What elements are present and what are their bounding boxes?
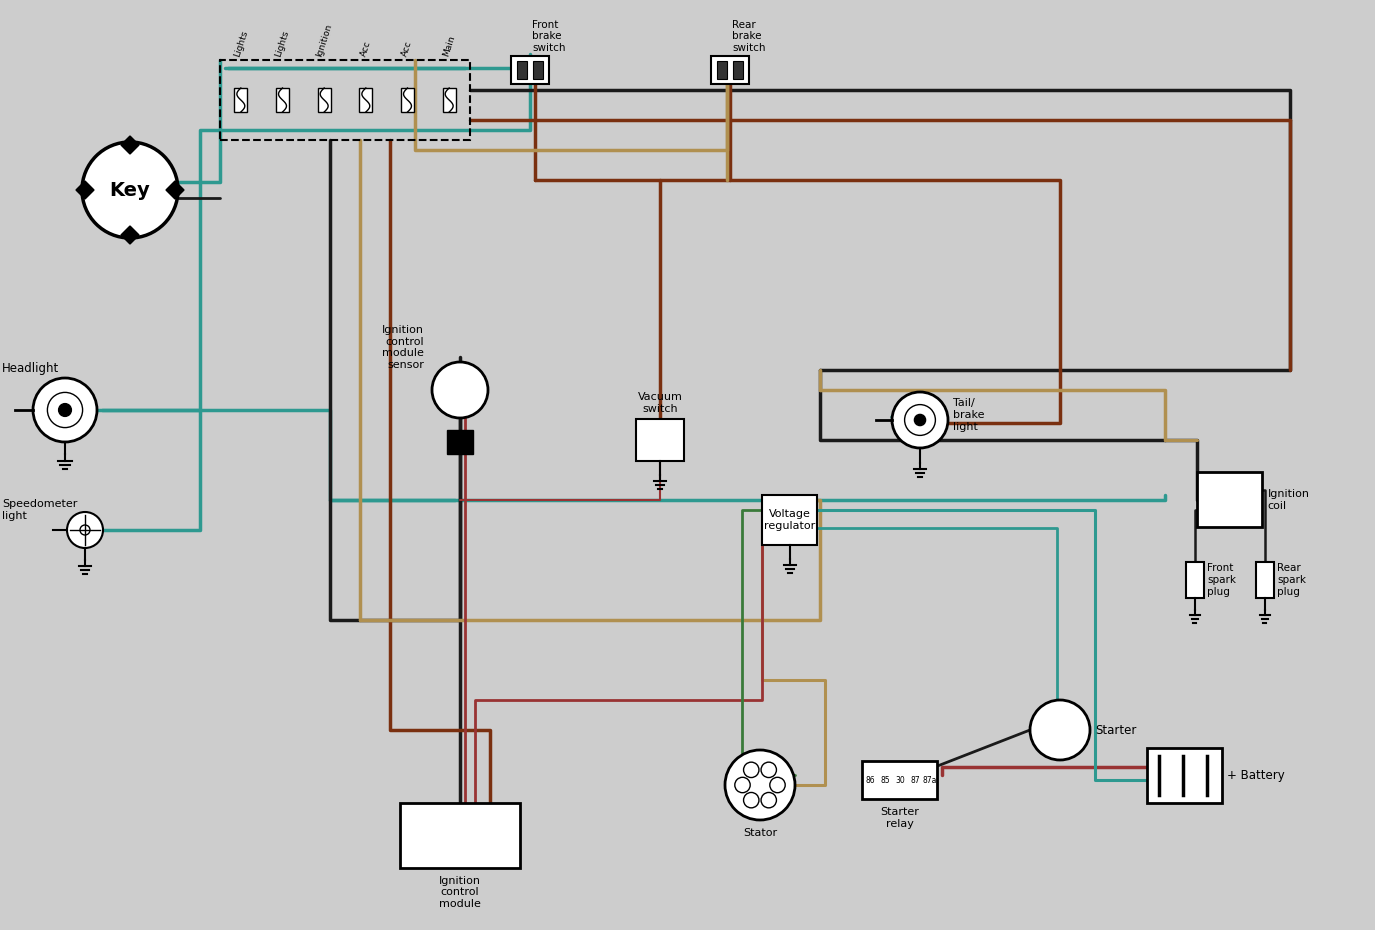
Bar: [318, 88, 330, 112]
Bar: [276, 88, 289, 112]
Bar: [1198, 472, 1262, 527]
Bar: [512, 56, 549, 84]
Bar: [234, 88, 248, 112]
Text: Main: Main: [441, 34, 456, 58]
Polygon shape: [166, 181, 184, 199]
Text: + Battery: + Battery: [1228, 768, 1286, 781]
Bar: [447, 430, 473, 454]
Text: Lights: Lights: [274, 29, 292, 58]
Text: 87a: 87a: [923, 776, 938, 785]
Circle shape: [725, 750, 795, 820]
Text: Key: Key: [110, 180, 150, 200]
Bar: [402, 88, 414, 112]
Bar: [711, 56, 749, 84]
Text: Front
brake
switch: Front brake switch: [532, 20, 565, 53]
Bar: [359, 88, 373, 112]
Text: Starter
relay: Starter relay: [880, 807, 920, 829]
Circle shape: [892, 392, 947, 448]
Circle shape: [432, 362, 488, 418]
Polygon shape: [76, 181, 94, 199]
Text: Acc: Acc: [400, 40, 414, 58]
Text: Ignition
coil: Ignition coil: [1268, 489, 1309, 511]
Bar: [862, 761, 938, 799]
Text: Ignition
control
module: Ignition control module: [439, 875, 481, 909]
Circle shape: [59, 404, 72, 417]
Bar: [443, 88, 455, 112]
Text: Ignition: Ignition: [315, 22, 334, 58]
Bar: [1187, 562, 1204, 598]
Circle shape: [914, 415, 925, 426]
Circle shape: [67, 512, 103, 548]
Bar: [716, 61, 727, 79]
Bar: [220, 60, 470, 140]
Circle shape: [82, 142, 177, 238]
Bar: [637, 419, 683, 461]
Bar: [733, 61, 742, 79]
Circle shape: [33, 378, 98, 442]
Text: Speedometer
light: Speedometer light: [1, 499, 77, 521]
Text: Headlight: Headlight: [1, 362, 59, 375]
Polygon shape: [121, 226, 139, 244]
Polygon shape: [121, 136, 139, 154]
Bar: [763, 495, 818, 545]
Text: Voltage
regulator: Voltage regulator: [765, 510, 815, 531]
Text: Front
spark
plug: Front spark plug: [1207, 564, 1236, 597]
Text: Starter: Starter: [1094, 724, 1136, 737]
Text: 87: 87: [910, 776, 920, 785]
Text: Stator: Stator: [742, 828, 777, 838]
Bar: [400, 803, 520, 868]
Text: 85: 85: [880, 776, 890, 785]
Text: Tail/
brake
light: Tail/ brake light: [953, 398, 984, 432]
Text: Vacuum
switch: Vacuum switch: [638, 392, 682, 414]
Text: Rear
spark
plug: Rear spark plug: [1277, 564, 1306, 597]
Circle shape: [1030, 700, 1090, 760]
Bar: [517, 61, 527, 79]
Bar: [1148, 748, 1222, 803]
Text: Acc: Acc: [359, 40, 373, 58]
Text: Lights: Lights: [232, 29, 249, 58]
Text: 30: 30: [895, 776, 905, 785]
Text: 86: 86: [865, 776, 874, 785]
Text: Rear
brake
switch: Rear brake switch: [732, 20, 766, 53]
Bar: [534, 61, 543, 79]
Text: Ignition
control
module
sensor: Ignition control module sensor: [382, 326, 424, 370]
Bar: [1255, 562, 1275, 598]
